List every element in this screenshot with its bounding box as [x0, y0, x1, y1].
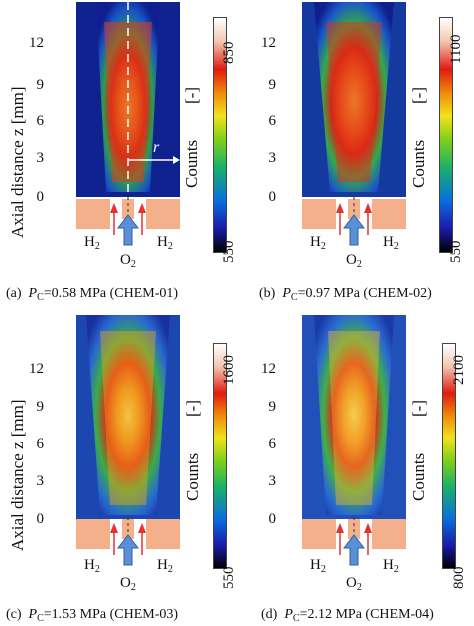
annotation-r: r — [153, 139, 160, 156]
y-tick: 6 — [268, 113, 277, 129]
y-tick: 3 — [268, 473, 277, 489]
colorbar-max: 850 — [221, 41, 237, 65]
y-axis-title: Axial distance z [mm] — [8, 86, 27, 238]
colorbar-label: Counts — [182, 139, 201, 188]
caption-a: (a) PC=0.58 MPa (CHEM-01) — [6, 286, 179, 303]
y-tick: 6 — [36, 436, 45, 452]
colorbar-min: 550 — [221, 240, 237, 264]
colorbar-label: Counts — [409, 139, 428, 188]
oxidizer-label: O2 — [346, 575, 362, 593]
colorbar-unit: [-] — [409, 87, 428, 104]
colorbar — [213, 17, 227, 253]
colorbar-max: 1100 — [448, 34, 464, 64]
flame-image — [76, 315, 180, 520]
y-tick: 0 — [268, 189, 277, 205]
y-tick: 3 — [36, 150, 45, 166]
colorbar-label: Counts — [183, 452, 202, 501]
fuel-label-left: H2 — [310, 234, 326, 252]
y-tick: 12 — [29, 361, 44, 377]
oxidizer-label: O2 — [346, 252, 362, 270]
colorbar — [213, 343, 227, 569]
caption-b: (b) PC=0.97 MPa (CHEM-02) — [259, 286, 432, 303]
y-tick: 9 — [268, 77, 277, 93]
oxidizer-label: O2 — [120, 575, 136, 593]
colorbar-min: 550 — [448, 240, 464, 264]
flame-image — [302, 2, 406, 197]
y-tick: 9 — [36, 399, 45, 415]
caption-c: (c) PC=1.53 MPa (CHEM-03) — [6, 607, 179, 624]
fuel-label-left: H2 — [310, 557, 326, 575]
y-tick: 6 — [36, 113, 45, 129]
y-tick: 3 — [36, 473, 45, 489]
fuel-label-right: H2 — [383, 234, 399, 252]
fuel-label-left: H2 — [84, 557, 100, 575]
panel-d: 12 9 6 3 0 Counts [-] 2100 800 — [237, 313, 474, 626]
colorbar-max: 1600 — [221, 355, 237, 385]
y-tick: 6 — [268, 436, 277, 452]
panel-b: 12 9 6 3 0 Counts [-] 1100 550 — [237, 0, 474, 313]
fuel-label-left: H2 — [84, 234, 100, 252]
fuel-label-right: H2 — [383, 557, 399, 575]
oxidizer-arrow-icon — [117, 214, 139, 246]
fuel-label-right: H2 — [157, 234, 173, 252]
y-tick: 9 — [36, 77, 45, 93]
oxidizer-label: O2 — [120, 252, 136, 270]
colorbar-min: 550 — [221, 566, 237, 590]
flame-image — [302, 315, 406, 520]
panel-c: Axial distance z [mm] 12 9 6 3 0 Counts … — [0, 313, 237, 626]
colorbar-min: 800 — [451, 566, 467, 590]
y-tick: 0 — [36, 511, 45, 527]
y-tick: 12 — [261, 35, 276, 51]
y-tick: 12 — [261, 361, 276, 377]
caption-d: (d) PC=2.12 MPa (CHEM-04) — [261, 607, 434, 624]
colorbar-max: 2100 — [451, 355, 467, 385]
colorbar-unit: [-] — [183, 400, 202, 417]
oxidizer-arrow-icon — [343, 214, 365, 246]
colorbar-unit: [-] — [409, 400, 428, 417]
colorbar-unit: [-] — [182, 87, 201, 104]
y-tick: 3 — [268, 150, 277, 166]
fuel-label-right: H2 — [157, 557, 173, 575]
y-tick: 12 — [29, 35, 44, 51]
y-tick: 0 — [268, 511, 277, 527]
y-tick: 0 — [36, 189, 45, 205]
colorbar — [442, 343, 456, 569]
oxidizer-arrow-icon — [343, 534, 365, 566]
y-tick: 9 — [268, 399, 277, 415]
colorbar-label: Counts — [409, 452, 428, 501]
oxidizer-arrow-icon — [117, 534, 139, 566]
panel-a: Axial distance z [mm] 12 9 6 3 0 — [0, 0, 237, 313]
y-axis-title: Axial distance z [mm] — [8, 399, 27, 551]
flame-image — [76, 2, 180, 197]
colorbar — [439, 17, 453, 253]
